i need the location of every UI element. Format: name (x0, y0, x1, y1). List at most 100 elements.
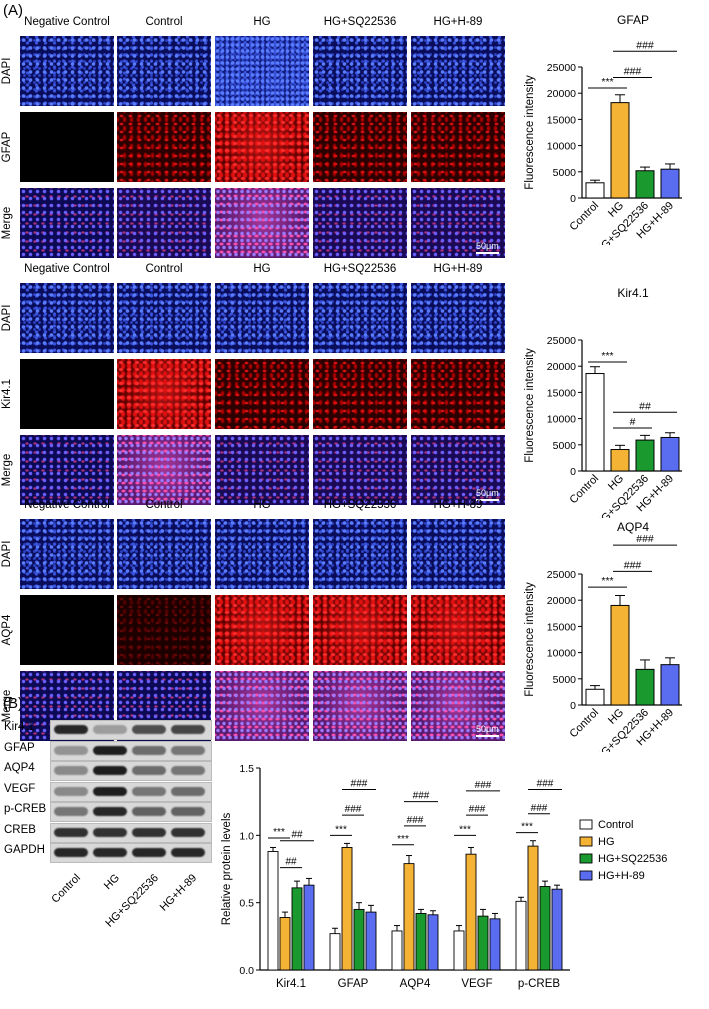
column-header: HG (253, 499, 271, 511)
micrograph-tile (313, 519, 407, 589)
y-tick-label: 25000 (547, 569, 576, 581)
scale-bar-line (476, 735, 499, 737)
micrograph-tile (20, 519, 114, 589)
y-tick-label: 10000 (547, 414, 576, 426)
y-tick-label: 0 (570, 466, 576, 478)
micrograph-tile (411, 36, 505, 106)
blot-strip (50, 802, 212, 822)
significance-marker: ### (345, 804, 362, 815)
bar (660, 168, 680, 199)
row-label: Kir4.1 (1, 378, 13, 410)
significance-marker: ### (469, 804, 486, 815)
bar (635, 170, 655, 199)
kir41-intensity-chart: Kir4.1 Fluorescence intensity 0 5000 10000 15… (524, 286, 682, 518)
blot-band (54, 786, 88, 796)
aqp4-intensity-chart: AQP4 Fluorescence intensity 0 5000 10000 1500… (524, 520, 682, 752)
y-axis-label: Relative protein levels (221, 813, 233, 926)
bar (610, 604, 630, 706)
column-header: HG (253, 263, 271, 275)
blot-band (93, 786, 127, 796)
scale-bar-label: 50μm (476, 724, 499, 734)
column-header: HG+SQ22536 (323, 499, 397, 511)
micrograph-tile (20, 36, 114, 106)
blot-band (93, 745, 127, 755)
micrograph-tile (117, 112, 211, 182)
column-header: Control (145, 499, 183, 511)
y-tick-label: 10000 (547, 648, 576, 660)
significance-marker: ### (475, 780, 492, 791)
blot-band (171, 745, 205, 755)
micrograph-tile (117, 519, 211, 589)
significance-marker: ### (636, 39, 654, 51)
bar (515, 900, 527, 971)
significance-marker: ### (407, 815, 424, 826)
y-tick-label: 0 (570, 193, 576, 205)
x-category-label: AQP4 (400, 978, 431, 990)
blot-band (132, 766, 166, 775)
x-category-label: GFAP (338, 978, 369, 990)
x-tick-label: HG (606, 473, 626, 493)
bar (453, 930, 465, 971)
blot-band (93, 766, 127, 775)
micrograph-tile (117, 435, 211, 505)
bar (341, 847, 353, 971)
blot-strip (50, 720, 212, 740)
blot-band (132, 807, 166, 816)
legend-swatch (579, 870, 593, 881)
significance-marker: *** (335, 824, 347, 835)
blot-band (171, 807, 205, 816)
significance-marker: ## (285, 857, 297, 868)
row-label: AQP4 (1, 614, 13, 646)
bar (415, 912, 427, 971)
micrograph-tile (117, 359, 211, 429)
bar (660, 664, 680, 706)
micrograph-tile (20, 359, 114, 429)
micrograph-tile (215, 595, 309, 665)
micrograph-tile (117, 283, 211, 353)
micrograph-tile (313, 112, 407, 182)
micrograph-tile (20, 595, 114, 665)
bar (477, 915, 489, 971)
chart-title: GFAP (617, 13, 649, 27)
significance-marker: ### (636, 533, 654, 545)
blot-band (171, 766, 205, 775)
y-tick-label: 0 (570, 700, 576, 712)
bar (527, 845, 539, 971)
micrograph-tile (20, 435, 114, 505)
micrograph-tile (411, 595, 505, 665)
bar (585, 182, 605, 199)
blot-lane-label: Control (48, 872, 83, 906)
micrograph-tile (411, 283, 505, 353)
relative-protein-chart: Relative protein levels 0.0 0.5 1.0 1.5 Kir4.… (221, 763, 667, 990)
legend-swatch (579, 819, 593, 830)
bar (635, 668, 655, 706)
blot-band (132, 827, 166, 837)
chart-title: AQP4 (617, 520, 649, 534)
panel-a-label: (A) (3, 2, 23, 19)
scale-bar: 50μm (476, 724, 499, 737)
blot-lane-label: HG (101, 872, 122, 893)
x-category-label: VEGF (461, 978, 492, 990)
micrograph-tile (313, 188, 407, 258)
blot-strip (50, 822, 212, 843)
row-label: DAPI (1, 57, 13, 85)
legend-label: HG (598, 836, 615, 848)
blot-strip (50, 761, 212, 781)
bar (465, 853, 477, 971)
blot-protein-label: p-CREB (4, 803, 47, 815)
blot-band (54, 766, 88, 775)
scale-bar: 50μm (476, 241, 499, 254)
blot-strip (50, 843, 212, 863)
column-header: Negative Control (24, 499, 110, 511)
column-header: Control (145, 16, 183, 28)
micrograph-tile (411, 112, 505, 182)
bar (427, 914, 439, 971)
bar (267, 851, 279, 971)
blot-protein-label: GFAP (4, 741, 35, 754)
blot-band (171, 725, 205, 734)
significance-marker: *** (601, 350, 613, 362)
y-tick-label: 25000 (547, 335, 576, 347)
micrograph-tile (215, 671, 309, 741)
significance-marker: *** (601, 575, 613, 587)
significance-marker: ### (351, 779, 368, 790)
